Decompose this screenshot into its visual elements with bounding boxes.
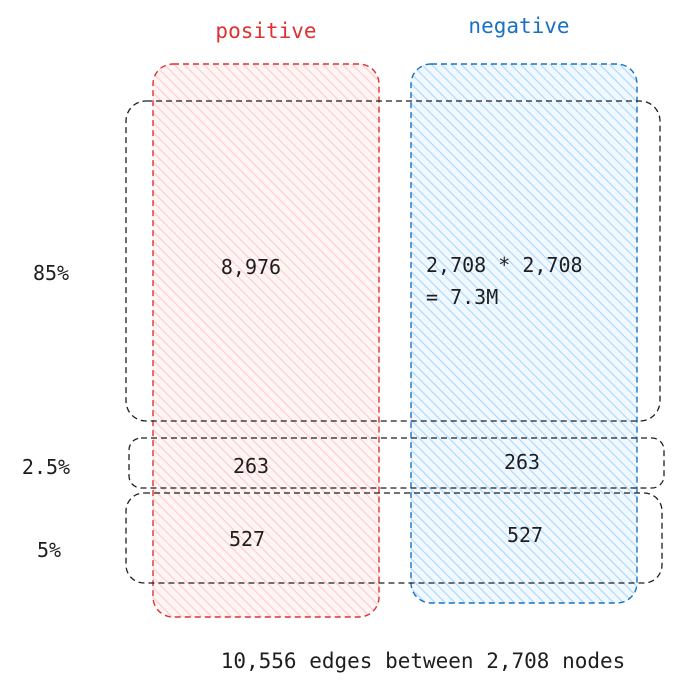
cell-train-positive: 8,976 bbox=[221, 255, 281, 279]
cell-train-negative-line1: 2,708 * 2,708 bbox=[426, 253, 583, 277]
row-box-test bbox=[125, 492, 663, 584]
positive-column bbox=[152, 63, 380, 618]
footer-caption: 10,556 edges between 2,708 nodes bbox=[221, 649, 626, 673]
cell-test-negative: 527 bbox=[507, 523, 543, 547]
row-box-validation bbox=[128, 437, 665, 489]
positive-column-title: positive bbox=[215, 19, 316, 43]
row-label-train: 85% bbox=[33, 261, 69, 285]
negative-column bbox=[410, 63, 638, 604]
negative-column-title: negative bbox=[468, 14, 569, 38]
cell-validation-negative: 263 bbox=[504, 450, 540, 474]
row-box-train bbox=[125, 100, 661, 422]
cell-train-negative-line2: = 7.3M bbox=[426, 285, 498, 309]
cell-validation-positive: 263 bbox=[233, 454, 269, 478]
row-label-test: 5% bbox=[37, 538, 61, 562]
cell-test-positive: 527 bbox=[229, 527, 265, 551]
row-label-validation: 2.5% bbox=[22, 455, 70, 479]
